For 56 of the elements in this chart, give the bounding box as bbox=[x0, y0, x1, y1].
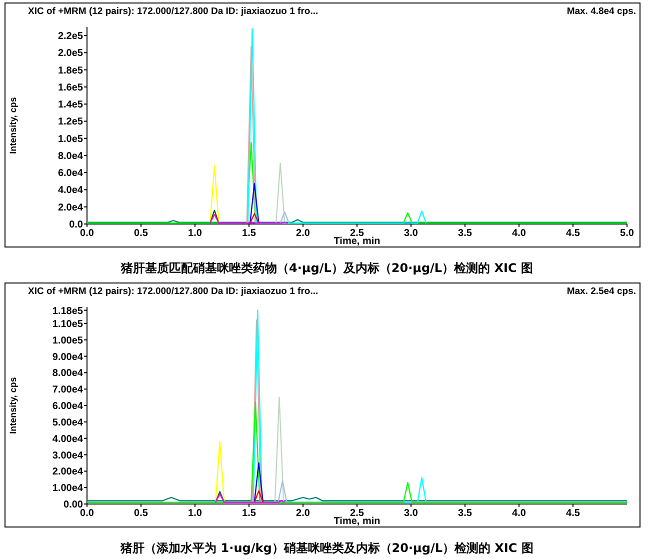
x-tick-label: 4.5 bbox=[566, 228, 580, 239]
x-tick-label: 1.5 bbox=[242, 228, 256, 239]
x-tick-label: 4.0 bbox=[512, 228, 526, 239]
y-tick-label: 1.6e5 bbox=[58, 82, 84, 94]
y-tick-label: 9.00e4 bbox=[52, 352, 84, 363]
y-tick-label: 5.00e4 bbox=[52, 417, 84, 428]
x-tick-label: 2.0 bbox=[296, 228, 310, 239]
x-tick-label: 5.0 bbox=[620, 228, 634, 239]
x-tick-label: 2.5 bbox=[350, 228, 364, 239]
y-tick-label: 4.0e4 bbox=[58, 185, 84, 196]
y-tick-label: 0.00 bbox=[64, 500, 84, 510]
y-tick-label: 1.10e5 bbox=[52, 318, 84, 330]
x-tick-label: 4.5 bbox=[566, 508, 580, 519]
y-tick-label: 1.8e5 bbox=[58, 65, 84, 76]
y-tick-label: 3.00e4 bbox=[52, 450, 84, 462]
y-tick-label: 4.00e4 bbox=[52, 434, 84, 445]
y-tick-label: 2.2e5 bbox=[58, 31, 84, 42]
y-tick-label: 0.0 bbox=[69, 220, 84, 230]
chart-subtitle: Max. 4.8e4 cps. bbox=[566, 6, 636, 17]
x-tick-label: 2.5 bbox=[350, 508, 364, 519]
x-axis-title: Time, min bbox=[334, 236, 380, 247]
x-tick-label: 3.5 bbox=[458, 508, 472, 519]
x-tick-label: 0.5 bbox=[134, 228, 148, 239]
y-tick-label: 1.0e5 bbox=[58, 134, 84, 145]
x-tick-label: 0.0 bbox=[80, 228, 94, 239]
y-tick-label: 2.00e4 bbox=[52, 466, 84, 478]
x-tick-label: 4.0 bbox=[512, 508, 526, 519]
x-tick-label: 0.0 bbox=[80, 508, 94, 519]
x-tick-label: 3.0 bbox=[404, 508, 418, 519]
text: 猪肝基质匹配硝基咪唑类药物（4·μg/L）及内标（20·μg/L）检测的 XIC 图 bbox=[120, 261, 533, 275]
x-tick-label: 0.5 bbox=[134, 508, 148, 519]
y-tick-label: 8.0e4 bbox=[58, 150, 84, 162]
text: 猪肝（添加水平为 1·ug/kg）硝基咪唑类及内标（20·μg/L）检测的 XIC 图 bbox=[120, 541, 534, 555]
y-tick-label: 1.2e5 bbox=[58, 116, 84, 128]
y-axis-title: Intensity, cps bbox=[8, 377, 18, 434]
x-axis-title: Time, min bbox=[334, 516, 380, 527]
x-tick-label: 1.5 bbox=[242, 508, 256, 519]
x-tick-label: 1.0 bbox=[188, 508, 202, 519]
y-tick-label: 1.18e5 bbox=[52, 306, 84, 317]
y-tick-label: 1.00e4 bbox=[52, 483, 84, 494]
y-axis-title: Intensity, cps bbox=[8, 97, 18, 154]
y-tick-label: 1.4e5 bbox=[58, 100, 84, 111]
y-tick-label: 2.0e4 bbox=[58, 202, 84, 214]
x-tick-label: 3.0 bbox=[404, 228, 418, 239]
y-tick-label: 6.00e4 bbox=[52, 401, 84, 412]
x-tick-label: 2.0 bbox=[296, 508, 310, 519]
chart-title: XIC of +MRM (12 pairs): 172.000/127.800 Da ID: jiaxiaozuo 1 fro... bbox=[28, 286, 318, 297]
chart-title: XIC of +MRM (12 pairs): 172.000/127.800 Da ID: jiaxiaozuo 1 fro... bbox=[28, 6, 318, 17]
y-tick-label: 8.00e4 bbox=[52, 368, 84, 380]
x-tick-label: 1.0 bbox=[188, 228, 202, 239]
y-tick-label: 2.0e5 bbox=[58, 48, 84, 60]
y-tick-label: 1.00e5 bbox=[52, 335, 84, 346]
y-tick-label: 7.00e4 bbox=[52, 384, 84, 396]
chart-subtitle: Max. 2.5e4 cps. bbox=[566, 286, 636, 297]
y-tick-label: 6.0e4 bbox=[58, 168, 84, 180]
x-tick-label: 3.5 bbox=[458, 228, 472, 239]
